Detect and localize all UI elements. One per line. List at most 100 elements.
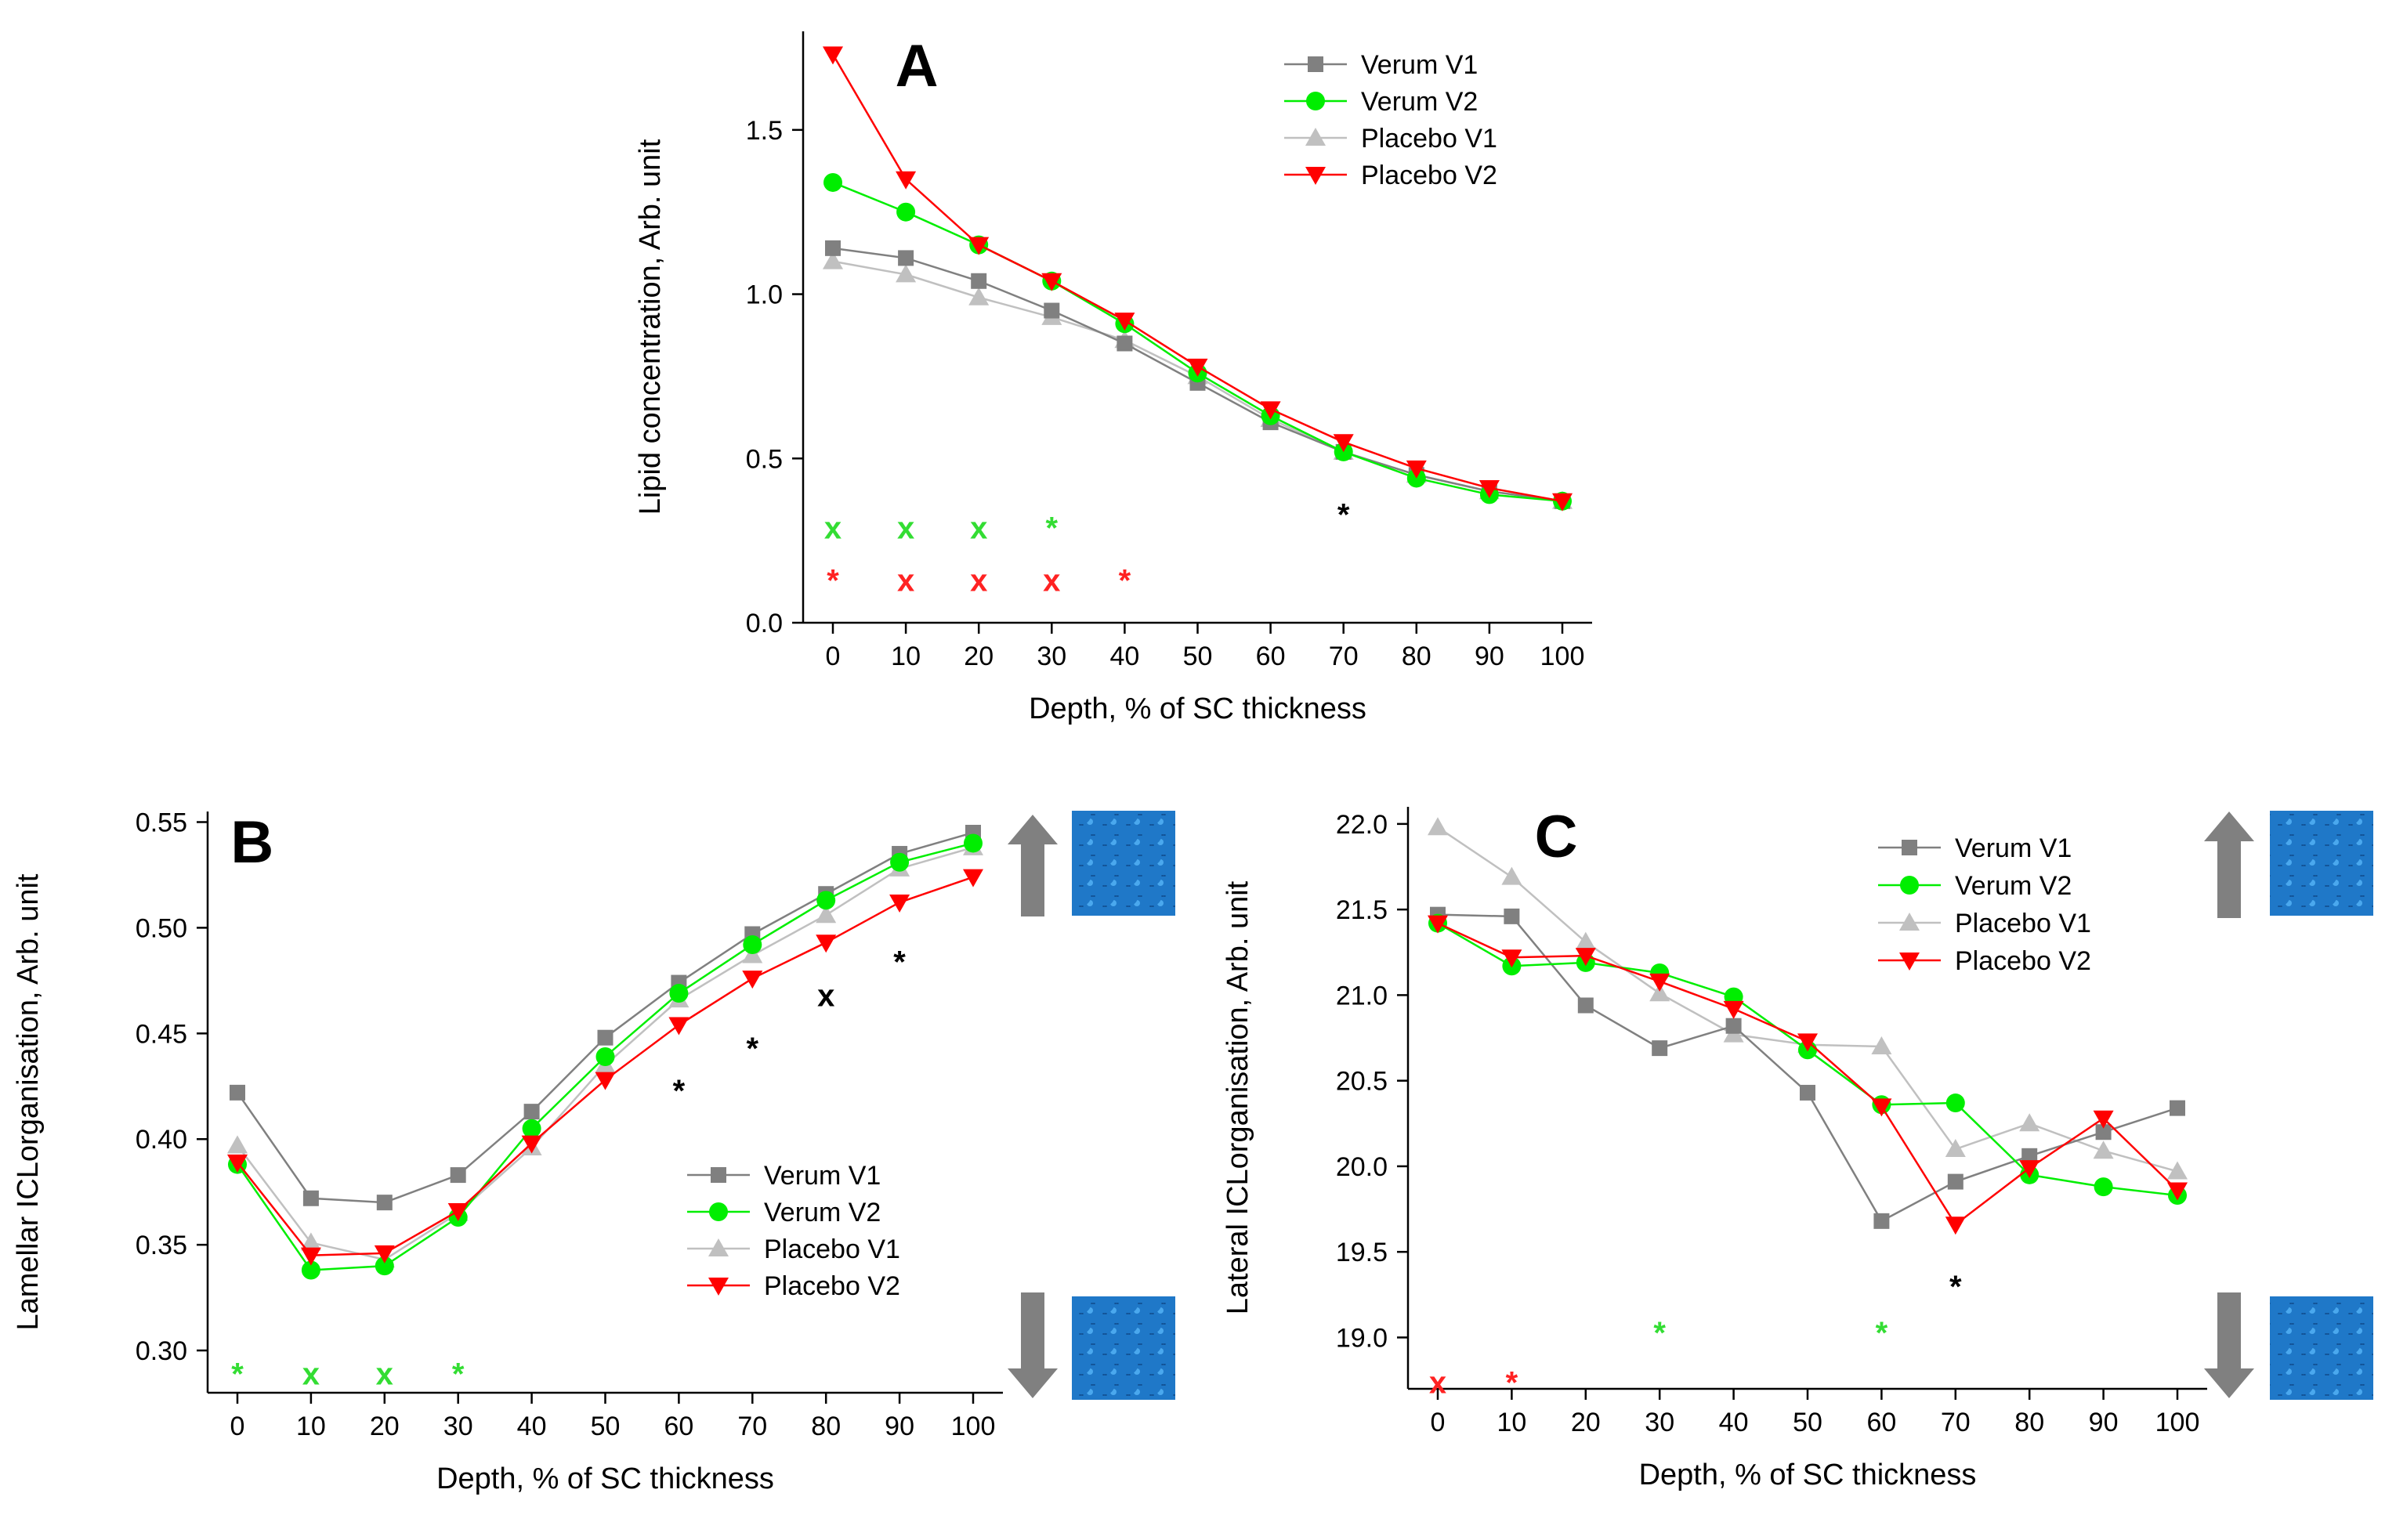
data-point [450,1167,466,1184]
significance-mark: * [827,563,839,598]
legend-marker [1305,128,1326,146]
x-tick-label: 0 [826,642,841,671]
chart-c: 0 10 20 30 40 50 60 70 80 90 100 19.0 19.5 20.0 20.5 21… [1222,804,2373,1491]
x-tick-label: 90 [2089,1408,2119,1437]
y-tick-label: 0.30 [136,1336,187,1366]
data-point [595,1072,616,1090]
significance-mark: x [897,511,914,545]
x-tick-label: 100 [951,1412,996,1441]
legend-marker [1305,167,1326,185]
data-point [595,1047,615,1066]
legend-label: Placebo V2 [1361,161,1497,190]
data-point [374,1245,395,1263]
data-point [1041,273,1062,291]
chart-a: 0 10 20 30 40 50 60 70 80 90 100 0.0 0.5 1.0 1.5 Depth,… [634,31,1592,725]
data-point [2094,1177,2113,1197]
arrow-down-icon [1008,1292,1058,1398]
data-point [1504,908,1520,924]
data-point [1800,1084,1815,1101]
data-point [2021,1148,2038,1164]
x-tick-label: 50 [1183,642,1213,671]
series-placebo-v1 [1428,817,2188,1180]
series-verum-v2 [228,833,983,1280]
data-point [896,202,916,222]
x-tick-label: 30 [1037,642,1066,671]
data-point [1552,493,1573,512]
series-line [236,831,974,1204]
data-point [1575,948,1596,967]
legend-label: Placebo V1 [1361,124,1497,154]
significance-mark: * [747,1032,759,1066]
legend-label: Verum V1 [764,1161,881,1191]
legend-marker [1306,92,1325,110]
significance-mark: x [970,563,987,598]
x-tick-label: 80 [1402,642,1431,671]
data-point [301,1260,320,1280]
significance-mark: * [1119,563,1131,598]
legend-label: Placebo V1 [1955,909,2091,938]
data-point [1575,931,1596,950]
data-point [1649,983,1670,1002]
series-line [831,53,1563,503]
data-point [1947,1173,1963,1190]
data-point [375,1256,394,1276]
data-point [1871,1098,1892,1117]
significance-mark: * [231,1357,244,1392]
data-point [521,1135,542,1154]
legend-marker [1900,876,1919,895]
significance-mark: x [1043,563,1060,598]
data-point [2093,1110,2114,1129]
arrow-up-icon [1008,815,1058,916]
legend-label: Verum V2 [764,1198,881,1227]
x-tick-label: 40 [1109,642,1139,671]
y-tick-label: 19.0 [1336,1323,1388,1353]
significance-mark: x [897,563,914,598]
y-tick-label: 21.0 [1336,981,1388,1010]
data-point [968,237,990,255]
arrow-down-icon [2204,1292,2254,1398]
significance-mark: * [673,1074,686,1108]
y-tick-label: 20.5 [1336,1067,1388,1097]
data-point [1501,949,1522,968]
x-tick-label: 50 [1793,1408,1822,1437]
series-placebo-v2 [823,46,1573,512]
chart-b: 0 10 20 30 40 50 60 70 80 90 100 0.30 0.35 0.40 0.45 0.… [12,808,1175,1495]
data-point [896,171,917,190]
data-point [890,852,910,872]
data-point [1797,1033,1818,1052]
x-tick-label: 60 [664,1412,693,1441]
legend-label: Verum V1 [1361,50,1478,80]
significance-mark: x [1429,1365,1446,1400]
x-tick-label: 40 [517,1412,547,1441]
series-line [832,181,1563,503]
data-point [1945,1139,1966,1158]
legend-label: Placebo V2 [1955,946,2091,976]
data-point [1114,313,1135,331]
series-verum-v2 [823,172,1572,511]
y-tick-label: 22.0 [1336,810,1388,840]
data-point [447,1202,469,1221]
y-axis-label: Lateral ICLorganisation, Arb. unit [1222,880,1254,1314]
data-point [1577,997,1594,1014]
x-tick-label: 90 [1475,642,1504,671]
data-point [1044,302,1060,319]
legend-marker [708,1278,729,1296]
x-tick-label: 10 [296,1412,326,1441]
data-point [1723,1000,1744,1019]
data-point [823,172,842,192]
legend-marker [1308,56,1323,72]
lattice-image [2270,811,2373,916]
y-axis-label: Lamellar ICLorganisation, Arb. unit [12,873,45,1330]
legend-label: Placebo V1 [764,1235,900,1264]
x-tick-label: 60 [1256,642,1286,671]
panel-letter: A [896,33,939,99]
data-point [971,273,987,289]
significance-mark: * [1876,1316,1888,1350]
legend-marker [708,1238,729,1256]
x-tick-label: 90 [885,1412,914,1441]
y-tick-label: 0.35 [136,1231,187,1260]
series-verum-v1 [230,824,981,1211]
data-point [1428,817,1448,836]
legend: Verum V1 Verum V2 Placebo V1 Placebo V2 [1284,50,1497,190]
